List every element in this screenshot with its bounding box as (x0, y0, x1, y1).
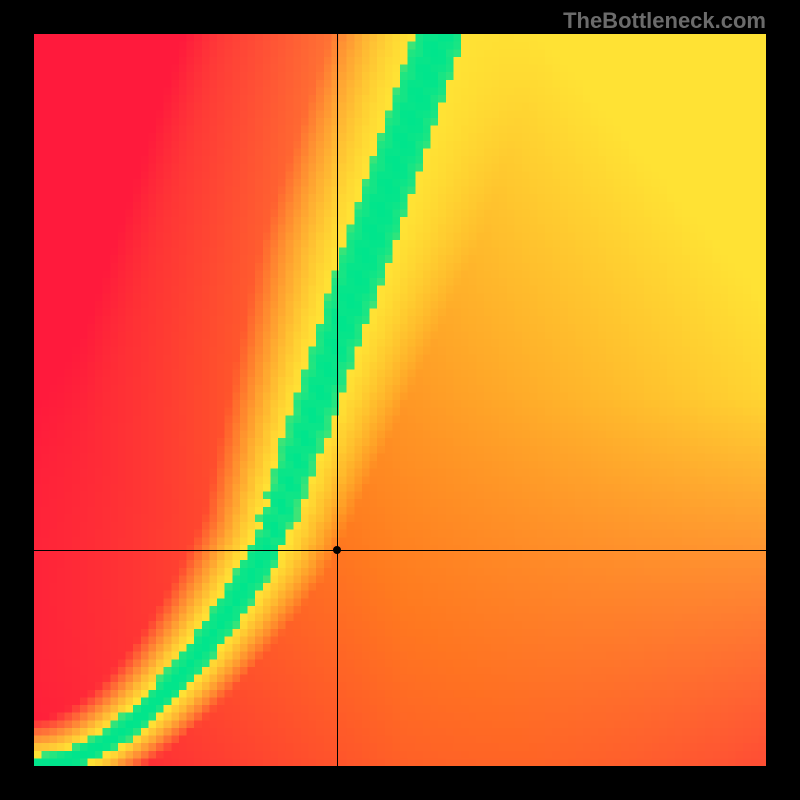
crosshair-vertical (337, 34, 338, 766)
heatmap-canvas (34, 34, 766, 766)
watermark-text: TheBottleneck.com (563, 8, 766, 34)
operating-point-marker (333, 546, 341, 554)
heatmap-plot (34, 34, 766, 766)
crosshair-horizontal (34, 550, 766, 551)
